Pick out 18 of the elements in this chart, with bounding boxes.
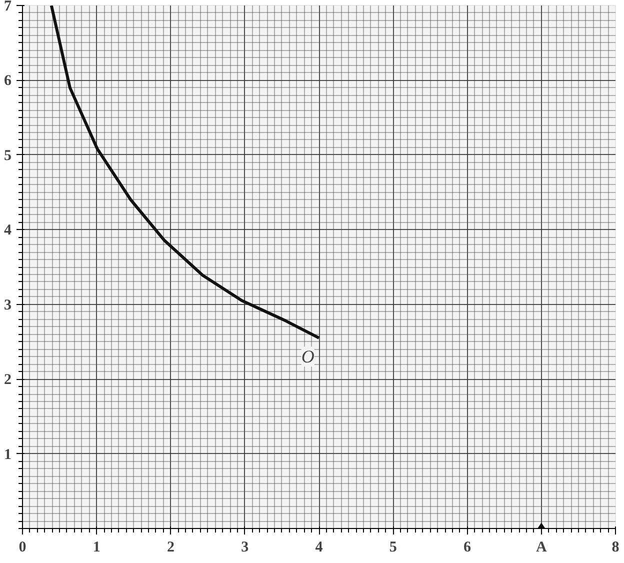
y-tick-label: 3 xyxy=(4,297,12,314)
x-tick-label: 1 xyxy=(92,540,100,556)
x-tick-label: 8 xyxy=(612,540,620,556)
y-tick-label: 5 xyxy=(4,148,12,164)
x-tick-label: 0 xyxy=(18,540,26,556)
x-tick-label: 3 xyxy=(241,540,249,556)
annotation: O xyxy=(301,346,314,367)
x-tick-label: 2 xyxy=(167,540,174,556)
x-tick-label: 5 xyxy=(389,540,397,556)
x-tick-label: 6 xyxy=(464,540,472,556)
y-tick-label: 6 xyxy=(4,73,12,90)
y-tick-label: 4 xyxy=(4,222,12,239)
x-tick-label: 4 xyxy=(315,540,324,556)
y-tick-label: 7 xyxy=(4,0,12,14)
line-series xyxy=(50,6,320,340)
y-tick-label: 1 xyxy=(4,446,12,463)
y-tick-label: 2 xyxy=(4,372,12,388)
x-tick-label: A xyxy=(536,540,547,556)
